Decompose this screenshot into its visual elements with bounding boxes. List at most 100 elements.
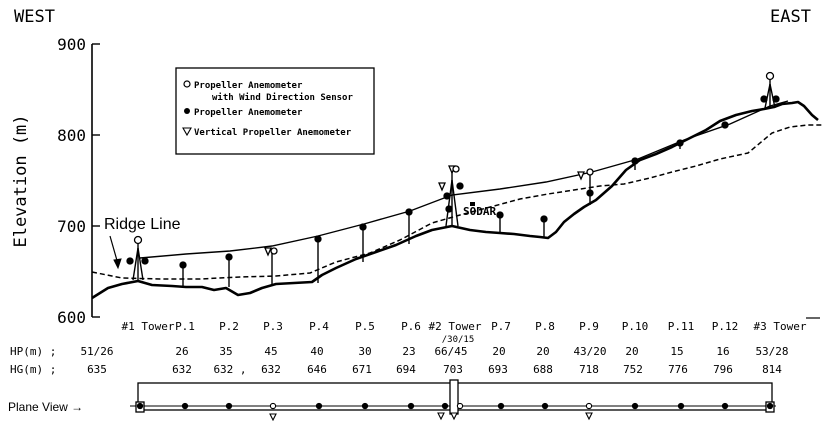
station-label: P.12 [712,320,739,333]
y-tick-label: 900 [57,35,86,54]
station-masts [132,76,776,288]
hg-value: 693 [488,363,508,376]
propeller-anemometer-icon [760,95,768,103]
vertical-anemometer-icon [438,182,446,192]
legend-filled-circle-label: Propeller Anemometer [194,108,303,118]
station-label: #3 Tower [754,320,807,333]
propeller-anemometer-icon [496,211,504,219]
sensor-markers [126,71,780,269]
ridge-line [91,124,822,280]
hg-value: 703 [443,363,463,376]
wind-direction-sensor-icon [133,235,143,245]
propeller-anemometer-icon [136,402,144,410]
propeller-anemometer-icon [359,223,367,231]
vertical-anemometer-icon [585,412,593,421]
station-label: P.7 [491,320,511,333]
hg-value: 814 [762,363,782,376]
y-axis-title: Elevation (m) [11,114,31,247]
hp-value: 35 [219,345,232,358]
legend-open-circle-label: Propeller Anemometer [194,81,303,91]
station-label: P.5 [355,320,375,333]
legend-open-circle-sublabel: with Wind Direction Sensor [212,92,353,103]
legend: Propeller Anemometer with Wind Direction… [175,67,375,155]
propeller-anemometer-icon [407,402,415,410]
station-label: P.6 [401,320,421,333]
station-label: P.11 [668,320,695,333]
hg-value: 718 [579,363,599,376]
propeller-anemometer-icon [677,402,685,410]
hg-value: 752 [623,363,643,376]
hg-value: 776 [668,363,688,376]
hp-value: 15 [670,345,683,358]
wind-direction-sensor-icon [456,402,464,410]
hp-value: 66/45 [434,345,467,358]
y-tick-label: 800 [57,126,86,145]
wind-direction-sensor-icon [585,402,593,410]
wind-direction-sensor-icon [765,71,775,81]
y-tick-label: 600 [57,308,86,327]
hp-value: 23 [402,345,415,358]
propeller-anemometer-icon [315,402,323,410]
ground-profile-line [91,100,819,300]
wind-direction-sensor-icon [269,402,277,410]
wind-direction-sensor-icon [452,165,460,173]
hg-value: 671 [352,363,372,376]
propeller-anemometer-icon [772,95,780,103]
ridge-line-label: Ridge Line [104,216,181,233]
propeller-anemometer-icon [361,402,369,410]
vertical-anemometer-icon [577,171,585,181]
vertical-anemometer-icon [450,412,458,421]
hp-value: 51/26 [80,345,113,358]
propeller-anemometer-icon [676,139,684,147]
propeller-anemometer-icon [766,402,774,410]
propeller-anemometer-icon [225,402,233,410]
wind-direction-sensor-icon [183,80,191,88]
hg-value: 688 [533,363,553,376]
vertical-anemometer-icon [437,412,445,421]
hp-value: 45 [264,345,277,358]
hg-value: 632 [261,363,281,376]
propeller-anemometer-icon [225,253,233,261]
y-tick-label: 700 [57,217,86,236]
propeller-anemometer-icon [456,182,464,190]
hg-value: 694 [396,363,416,376]
plane-view-markers [136,402,774,421]
measurement-height-envelope [139,100,789,259]
sodar-label: SODAR [463,205,496,218]
propeller-anemometer-icon [179,261,187,269]
propeller-anemometer-icon [586,189,594,197]
hp-value: 20 [625,345,638,358]
propeller-anemometer-icon [405,208,413,216]
station-label: P.8 [535,320,555,333]
hg-value: 796 [713,363,733,376]
hp-value: 16 [716,345,729,358]
hg-value: 635 [87,363,107,376]
hp-value: 30 [358,345,371,358]
hp-row-label: HP(m) ; [10,345,56,358]
propeller-anemometer-icon [181,402,189,410]
propeller-anemometer-icon [445,205,453,213]
station-label: P.2 [219,320,239,333]
hp-value: 40 [310,345,323,358]
propeller-anemometer-icon [184,108,190,114]
vertical-anemometer-icon [264,247,272,257]
propeller-anemometer-icon [141,257,149,265]
hp-value: 20 [492,345,505,358]
station-label: #1 Tower [122,320,175,333]
propeller-anemometer-icon [721,121,729,129]
hg-value: 646 [307,363,327,376]
propeller-anemometer-icon [441,402,449,410]
sodar-icon [470,202,475,206]
station-label: P.4 [309,320,329,333]
hp-value: 43/20 [573,345,606,358]
station-label: P.9 [579,320,599,333]
west-label: WEST [14,7,55,27]
vertical-anemometer-icon [182,127,192,137]
station-label: P.10 [622,320,649,333]
station-name-row: #1 Tower P.1 P.2 P.3 P.4 P.5 P.6 #2 Towe… [122,320,807,345]
propeller-anemometer-icon [631,157,639,165]
legend-triangle-label: Vertical Propeller Anemometer [194,127,352,138]
hp-value: 26 [175,345,188,358]
vertical-anemometer-icon [269,413,277,421]
